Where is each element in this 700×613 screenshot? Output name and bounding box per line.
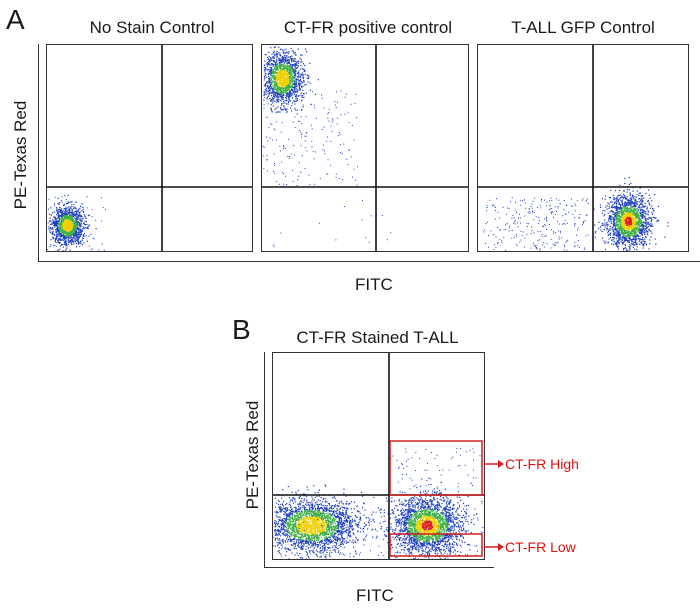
plot-title-tall-gfp: T-ALL GFP Control — [511, 18, 655, 37]
scatter-no-stain-svg — [47, 45, 252, 251]
scatter-ctfr-stained-svg — [273, 353, 484, 559]
event-cloud — [593, 177, 669, 251]
panel-a-axis-frame — [38, 44, 700, 262]
gate-arrows — [484, 460, 504, 551]
panel-b-x-axis-label: FITC — [356, 586, 394, 605]
sparse-events — [47, 196, 106, 251]
panel-b-axis-frame — [264, 352, 494, 568]
sparse-events — [390, 448, 484, 494]
panel-a-x-axis-label: FITC — [355, 275, 393, 294]
event-cloud — [263, 46, 319, 135]
scatter-tall-gfp-svg — [478, 45, 688, 251]
panel-b-letter: B — [232, 314, 251, 345]
sparse-events — [483, 197, 589, 251]
plot-title-no-stain: No Stain Control — [89, 18, 215, 37]
plot-title-ctfr-positive: CT-FR positive control — [283, 18, 453, 37]
scatter-plot-ctfr-stained — [272, 352, 485, 560]
scatter-plot-no-stain — [46, 44, 253, 252]
event-cloud — [48, 194, 97, 251]
gate-ctfr-high — [389, 440, 483, 496]
gate-label-ctfr-high: CT-FR High — [505, 456, 579, 472]
scatter-ctfr-positive-svg — [262, 45, 468, 251]
event-cloud — [374, 477, 483, 559]
sparse-events — [262, 90, 358, 186]
gate-low-arrow-head — [498, 543, 504, 551]
panel-a-letter: A — [6, 4, 25, 35]
panel-b-y-axis-label: PE-Texas Red — [243, 400, 262, 510]
sparse-events — [272, 199, 392, 247]
gate-high-arrow-head — [498, 460, 504, 468]
scatter-plot-tall-gfp — [477, 44, 689, 252]
panel-a-y-axis-label: PE-Texas Red — [11, 100, 30, 210]
gate-ctfr-low — [389, 533, 483, 557]
scatter-plot-ctfr-positive — [261, 44, 469, 252]
gate-label-ctfr-low: CT-FR Low — [505, 539, 576, 555]
plot-title-ctfr-stained: CT-FR Stained T-ALL — [296, 328, 459, 347]
